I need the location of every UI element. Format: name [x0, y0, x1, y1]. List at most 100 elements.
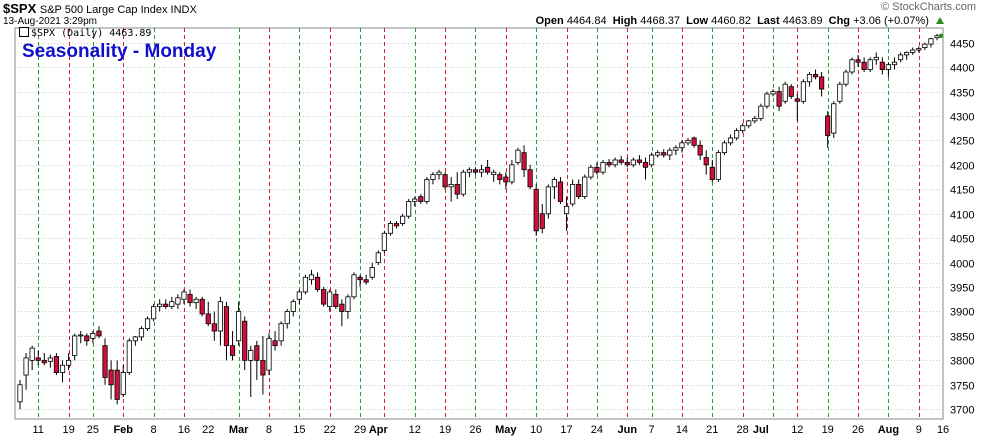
candle-up [545, 186, 551, 215]
x-tick-label: 24 [591, 424, 603, 436]
candle-up [400, 215, 406, 224]
candle-up [491, 171, 497, 176]
y-tick-label: 4450 [950, 39, 974, 51]
candle-down [624, 162, 630, 166]
candle-down [35, 357, 41, 361]
candle-up [290, 301, 296, 312]
candle-up [278, 323, 284, 342]
candle-down [114, 369, 120, 400]
candle-up [928, 38, 934, 45]
y-tick-label: 3900 [950, 307, 974, 319]
candle-up [740, 125, 746, 132]
x-tick-label: 16 [178, 424, 190, 436]
candle-up [478, 169, 485, 173]
candle-up [582, 176, 588, 198]
candle-down [661, 152, 667, 156]
candle-up [387, 223, 394, 234]
candle-down [576, 183, 582, 198]
y-tick-label: 4300 [950, 112, 974, 124]
low-label: Low [686, 15, 709, 27]
candle-down [485, 166, 491, 173]
candle-up [72, 335, 78, 356]
candle-up [248, 350, 254, 361]
candle-down [321, 289, 327, 305]
candle-down [442, 174, 448, 188]
last-label: Last [757, 15, 780, 27]
candle-up [679, 142, 685, 149]
candle-down [825, 115, 831, 136]
candle-up [375, 252, 381, 263]
x-tick-label: 16 [937, 424, 949, 436]
candle-down [314, 276, 321, 290]
candle-down [84, 335, 90, 342]
x-tick-label: 12 [409, 424, 421, 436]
candle-down [454, 183, 460, 195]
y-tick-label: 4250 [950, 136, 974, 148]
candle-down [691, 137, 697, 146]
candle-down [187, 293, 193, 304]
symbol-line: $SPX S&P 500 Large Cap Index INDX [3, 1, 197, 16]
last-value: 4463.89 [782, 15, 823, 27]
candle-up [217, 301, 223, 332]
y-tick-label: 4000 [950, 259, 974, 271]
candle-down [527, 169, 533, 188]
candle-up [327, 291, 333, 307]
candle-down [211, 323, 217, 332]
candle-up [515, 149, 521, 163]
candle-up [430, 174, 436, 180]
x-tick-label: Jul [753, 424, 769, 436]
chart-legend: $SPX (Daily) 4463.89 [19, 27, 151, 39]
candle-up [588, 166, 594, 178]
candle-down [788, 86, 794, 97]
candle-up [296, 291, 302, 300]
candle-up [734, 130, 740, 139]
x-tick-label: 14 [676, 424, 688, 436]
x-tick-label: 22 [324, 424, 336, 436]
candle-down [472, 169, 479, 173]
candle-up [236, 311, 242, 342]
y-tick-label: 4400 [950, 63, 974, 75]
candle-up [897, 54, 904, 61]
candle-down [272, 340, 278, 347]
candle-down [339, 303, 345, 312]
candle-up [685, 140, 691, 144]
candle-down [819, 76, 825, 90]
quote-line: Open 4464.84 High 4468.37 Low 4460.82 La… [536, 15, 944, 27]
candle-up [284, 311, 290, 325]
candle-down [539, 213, 545, 229]
candle-down [776, 91, 782, 107]
candle-up [831, 103, 837, 134]
candle-down [333, 293, 339, 307]
candle-up [800, 81, 806, 102]
candle-up [837, 83, 843, 102]
x-tick-label: 9 [916, 424, 922, 436]
x-tick-label: 22 [202, 424, 214, 436]
x-tick-label: 17 [560, 424, 572, 436]
candle-up [752, 118, 758, 122]
y-tick-label: 3800 [950, 356, 974, 368]
candle-down [618, 159, 624, 163]
candle-up [667, 149, 673, 156]
candle-up [721, 142, 728, 154]
candle-up [655, 152, 661, 156]
candle-up [17, 384, 23, 403]
x-tick-label: May [495, 424, 517, 436]
legend-swatch-icon [19, 27, 29, 37]
y-tick-label: 3700 [950, 405, 974, 417]
candle-down [229, 345, 236, 356]
high-value: 4468.37 [640, 15, 680, 27]
candle-up [600, 162, 606, 173]
candle-down [205, 313, 211, 325]
x-tick-label: 19 [62, 424, 74, 436]
open-label: Open [535, 15, 564, 27]
candle-up [867, 59, 873, 70]
x-tick-label: 19 [439, 424, 451, 436]
candle-up [436, 171, 442, 176]
candle-up [570, 183, 576, 205]
candle-down [199, 298, 205, 315]
candle-down [242, 320, 248, 361]
x-tick-label: 21 [706, 424, 718, 436]
candle-up [138, 328, 145, 338]
candle-down [594, 166, 600, 173]
